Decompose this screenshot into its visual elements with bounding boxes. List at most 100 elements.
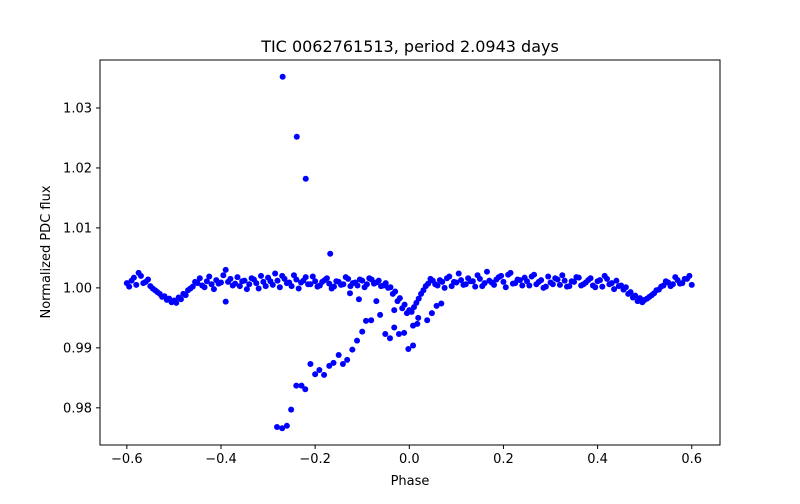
data-point-outliers [293,133,300,140]
chart-title: TIC 0062761513, period 2.0943 days [260,37,559,56]
data-point-baseline [145,276,152,283]
data-point-outliers [373,298,380,305]
data-points [123,73,695,432]
data-point-baseline [255,285,262,292]
data-point-baseline [189,283,196,290]
data-point-baseline [210,286,217,293]
x-tick-label: 0.0 [399,452,420,467]
data-point-baseline [234,274,241,281]
data-point-baseline [241,277,248,284]
y-tick-label: 1.00 [63,281,92,296]
data-point-baseline [596,277,603,284]
data-point-baseline [538,277,545,284]
data-point-baseline [531,271,538,278]
data-point-baseline [126,283,133,290]
data-point-outliers [405,346,412,353]
data-point-baseline [133,281,140,288]
data-point-outliers [391,307,398,314]
data-point-outliers [288,406,295,413]
data-point-outliers [344,356,351,363]
data-point-baseline [559,272,566,279]
data-point-baseline [295,285,302,292]
data-point-baseline [130,274,137,281]
data-point-outliers [428,310,435,317]
data-point-baseline [196,275,203,282]
data-point-baseline [498,272,505,279]
data-point-baseline [476,275,483,282]
data-point-baseline [258,272,265,279]
data-point-outliers [307,361,314,368]
data-point-outliers [279,73,286,80]
data-point-baseline [309,273,316,280]
data-point-baseline [243,286,250,293]
data-point-outliers [274,424,281,431]
data-point-baseline [408,308,415,315]
y-axis-label: Normalized PDC flux [39,185,54,318]
data-point-baseline [222,266,229,273]
data-point-baseline [500,278,507,285]
data-point-baseline [253,280,260,287]
data-point-baseline [469,278,476,285]
plot-frame [99,59,721,446]
data-point-baseline [516,277,523,284]
data-point-baseline [502,284,509,291]
data-point-baseline [481,280,488,287]
y-tick-label: 1.02 [63,161,92,176]
data-point-baseline [276,284,283,291]
data-point-baseline [571,278,578,285]
data-point-outliers [335,352,342,359]
data-point-baseline [262,283,269,290]
data-point-baseline [326,280,333,287]
data-point-baseline [307,281,314,288]
data-point-baseline [222,298,229,305]
x-tick-label: 0.2 [493,452,514,467]
data-point-outliers [312,371,319,378]
data-point-baseline [312,278,319,285]
data-point-baseline [608,280,615,287]
x-tick-label: −0.6 [111,452,143,467]
data-point-baseline [274,277,281,284]
y-tick-label: 1.01 [63,221,92,236]
data-point-baseline [507,269,514,276]
data-point-outliers [298,382,305,389]
data-point-baseline [453,279,460,286]
data-point-baseline [556,281,563,288]
data-point-baseline [455,270,462,277]
data-point-outliers [386,335,393,342]
data-point-baseline [613,277,620,284]
data-point-baseline [425,280,432,287]
data-point-baseline [375,277,382,284]
data-point-baseline [340,281,347,288]
y-axis-ticks: 0.98 0.99 1.00 1.01 1.02 1.03 [63,101,100,416]
data-point-baseline [177,296,184,303]
data-point-outliers [424,317,431,324]
data-point-baseline [194,280,201,287]
data-point-baseline [415,295,422,302]
data-point-baseline [359,277,366,284]
y-tick-label: 0.99 [63,341,92,356]
data-point-outliers [283,422,290,429]
data-point-baseline [220,272,227,279]
data-point-baseline [604,275,611,282]
data-point-baseline [345,275,352,282]
data-point-baseline [439,278,446,285]
data-point-baseline [434,282,441,289]
data-point-baseline [575,274,582,281]
data-point-baseline [519,282,526,289]
data-point-baseline [363,281,370,288]
data-point-outliers [359,328,366,335]
data-point-outliers [327,250,334,257]
data-point-baseline [554,276,561,283]
data-point-baseline [587,275,594,282]
data-point-baseline [236,283,243,290]
data-point-baseline [611,286,618,293]
data-point-baseline [686,272,693,279]
data-point-outliers [391,324,398,331]
data-point-baseline [208,281,215,288]
data-point-outliers [415,314,422,321]
data-point-outliers [355,296,362,303]
data-point-baseline [669,281,676,288]
data-point-baseline [217,279,224,286]
data-point-outliers [368,317,375,324]
